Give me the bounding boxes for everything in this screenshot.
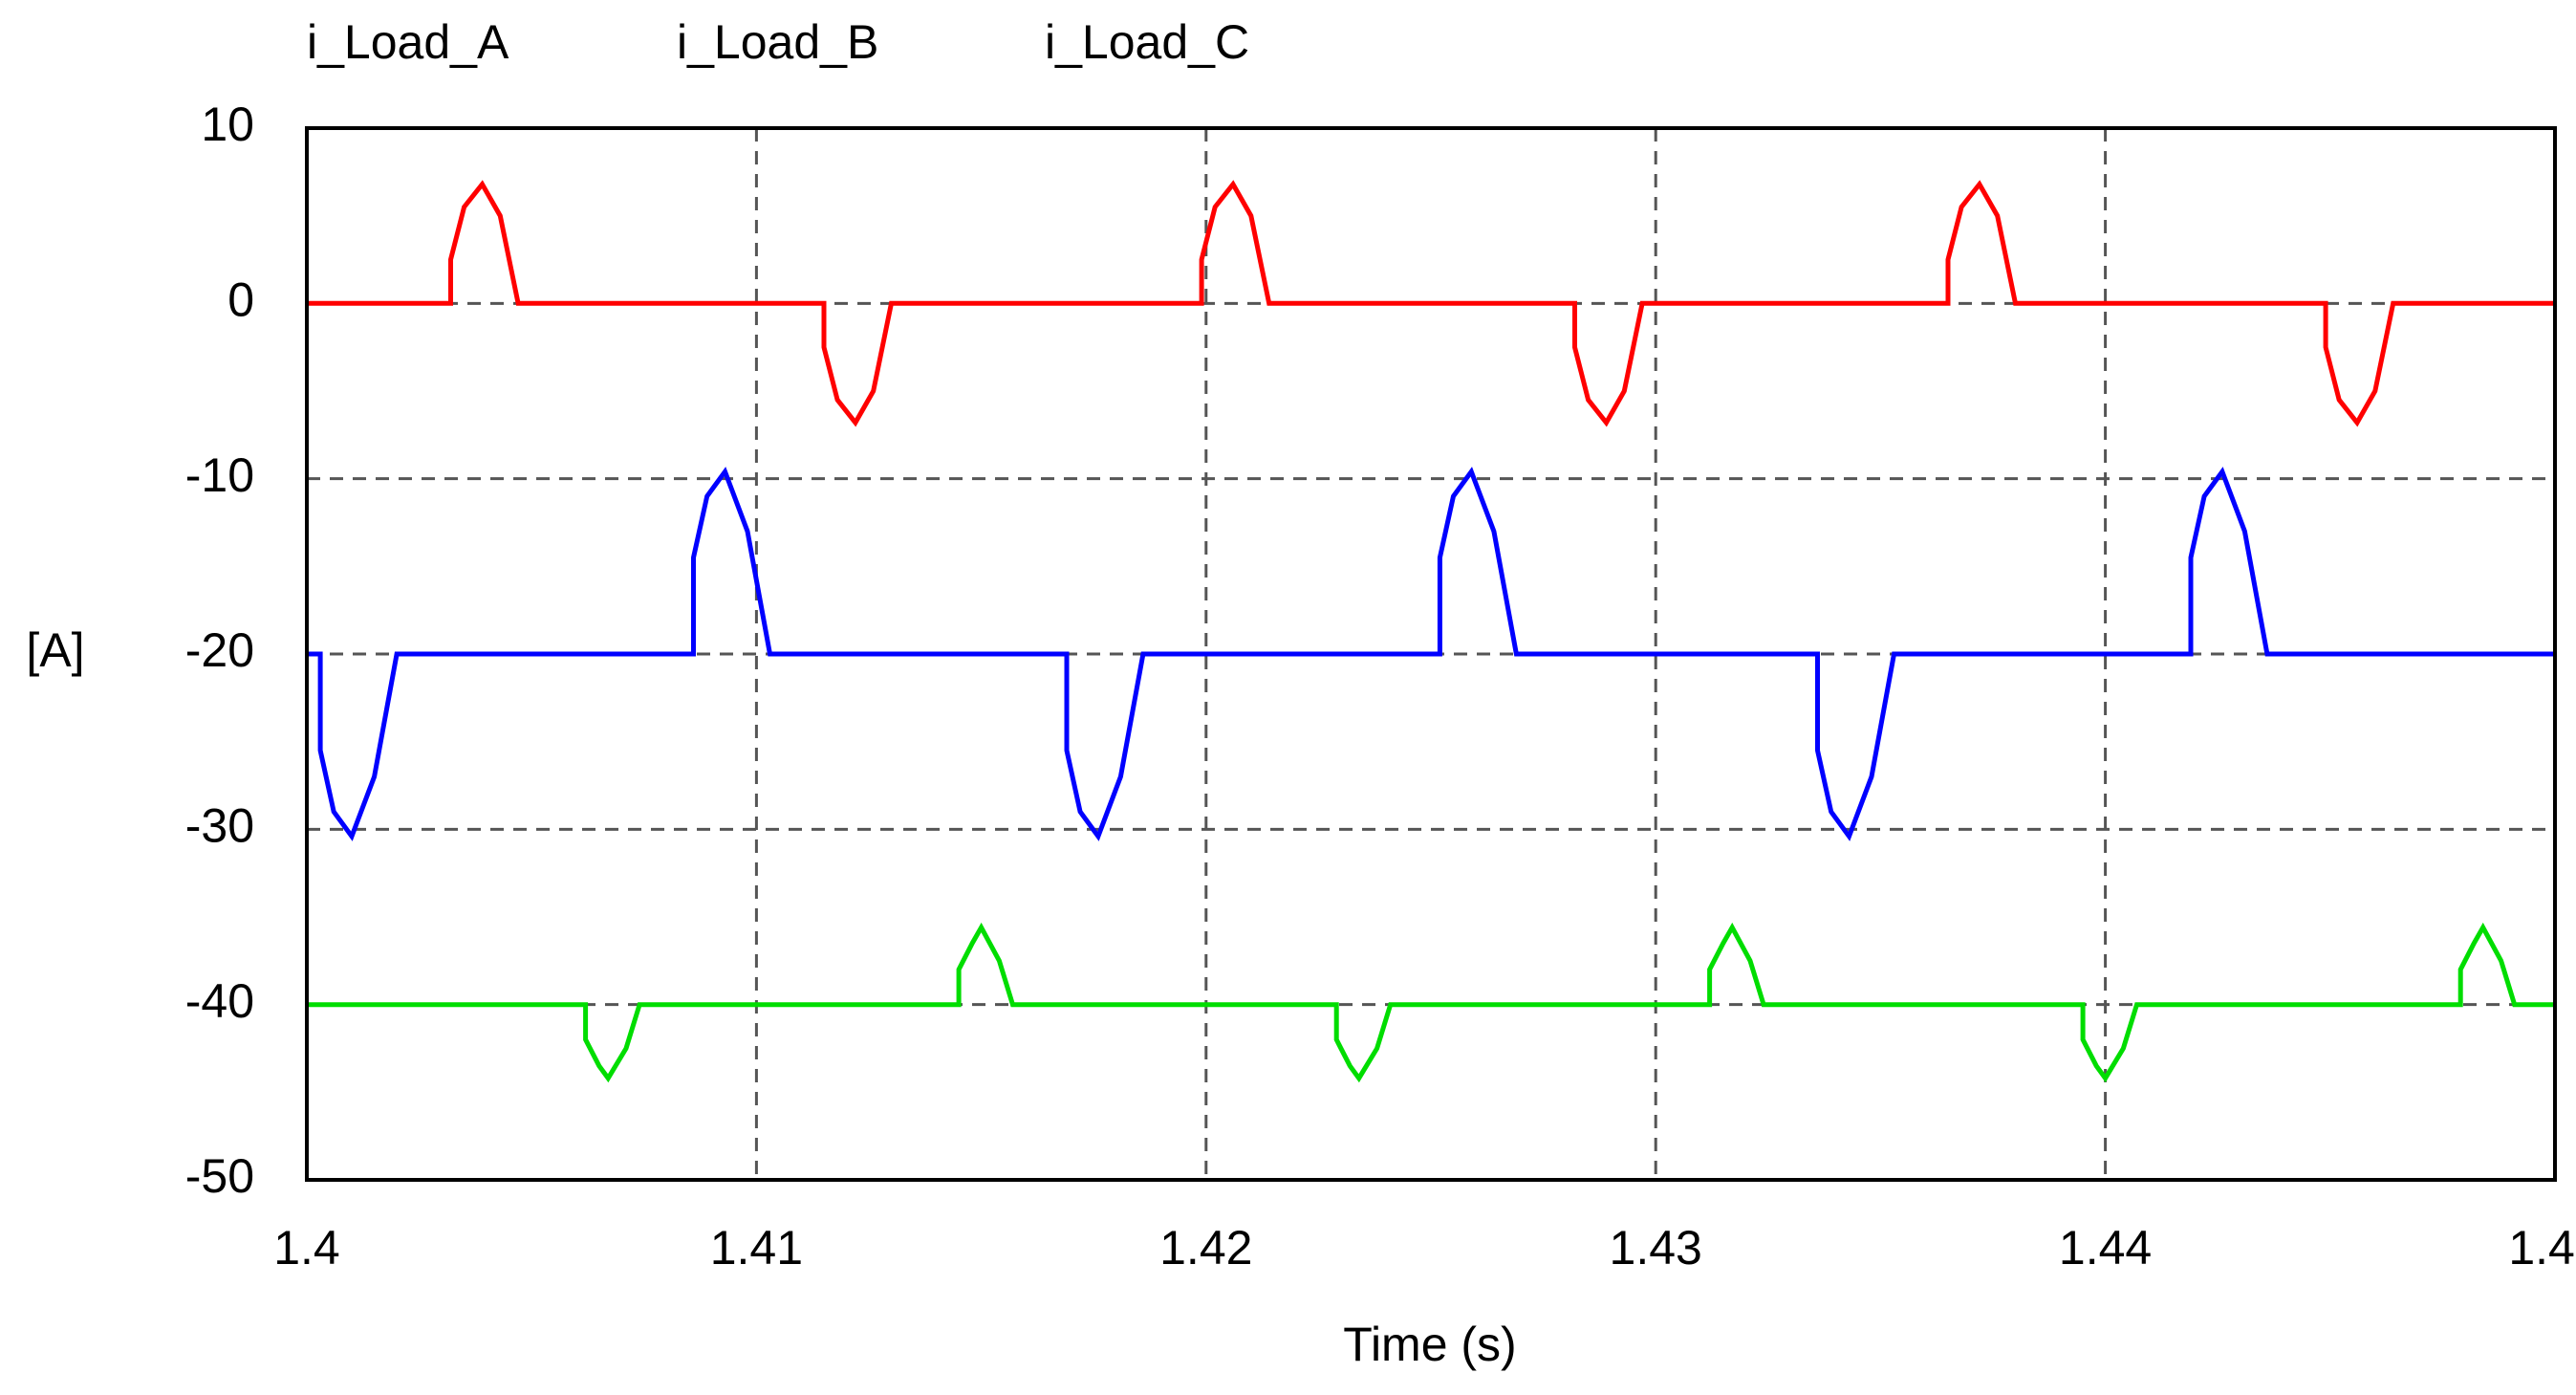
legend-entry: i_Load_C (1045, 15, 1249, 69)
y-axis-label: [A] (26, 623, 84, 677)
x-tick-label: 1.43 (1610, 1221, 1702, 1275)
legend-entry: i_Load_A (307, 15, 509, 69)
y-tick-label: -30 (185, 799, 254, 853)
legend-entry: i_Load_B (677, 15, 878, 69)
y-tick-label: -50 (185, 1149, 254, 1203)
series-line (307, 922, 2555, 1083)
series-line (307, 467, 2555, 841)
x-tick-label: 1.42 (1159, 1221, 1252, 1275)
x-tick-label: 1.45 (2508, 1221, 2576, 1275)
y-tick-label: 10 (201, 98, 254, 151)
y-tick-label: -20 (185, 623, 254, 677)
y-tick-label: -10 (185, 448, 254, 502)
x-tick-label: 1.4 (273, 1221, 340, 1275)
x-tick-label: 1.44 (2059, 1221, 2152, 1275)
y-tick-label: -40 (185, 974, 254, 1028)
plot-frame (305, 126, 2557, 1182)
x-axis-label: Time (s) (1343, 1318, 1516, 1371)
y-tick-label: 0 (227, 273, 254, 327)
x-tick-label: 1.41 (710, 1221, 803, 1275)
series-line (307, 180, 2555, 427)
